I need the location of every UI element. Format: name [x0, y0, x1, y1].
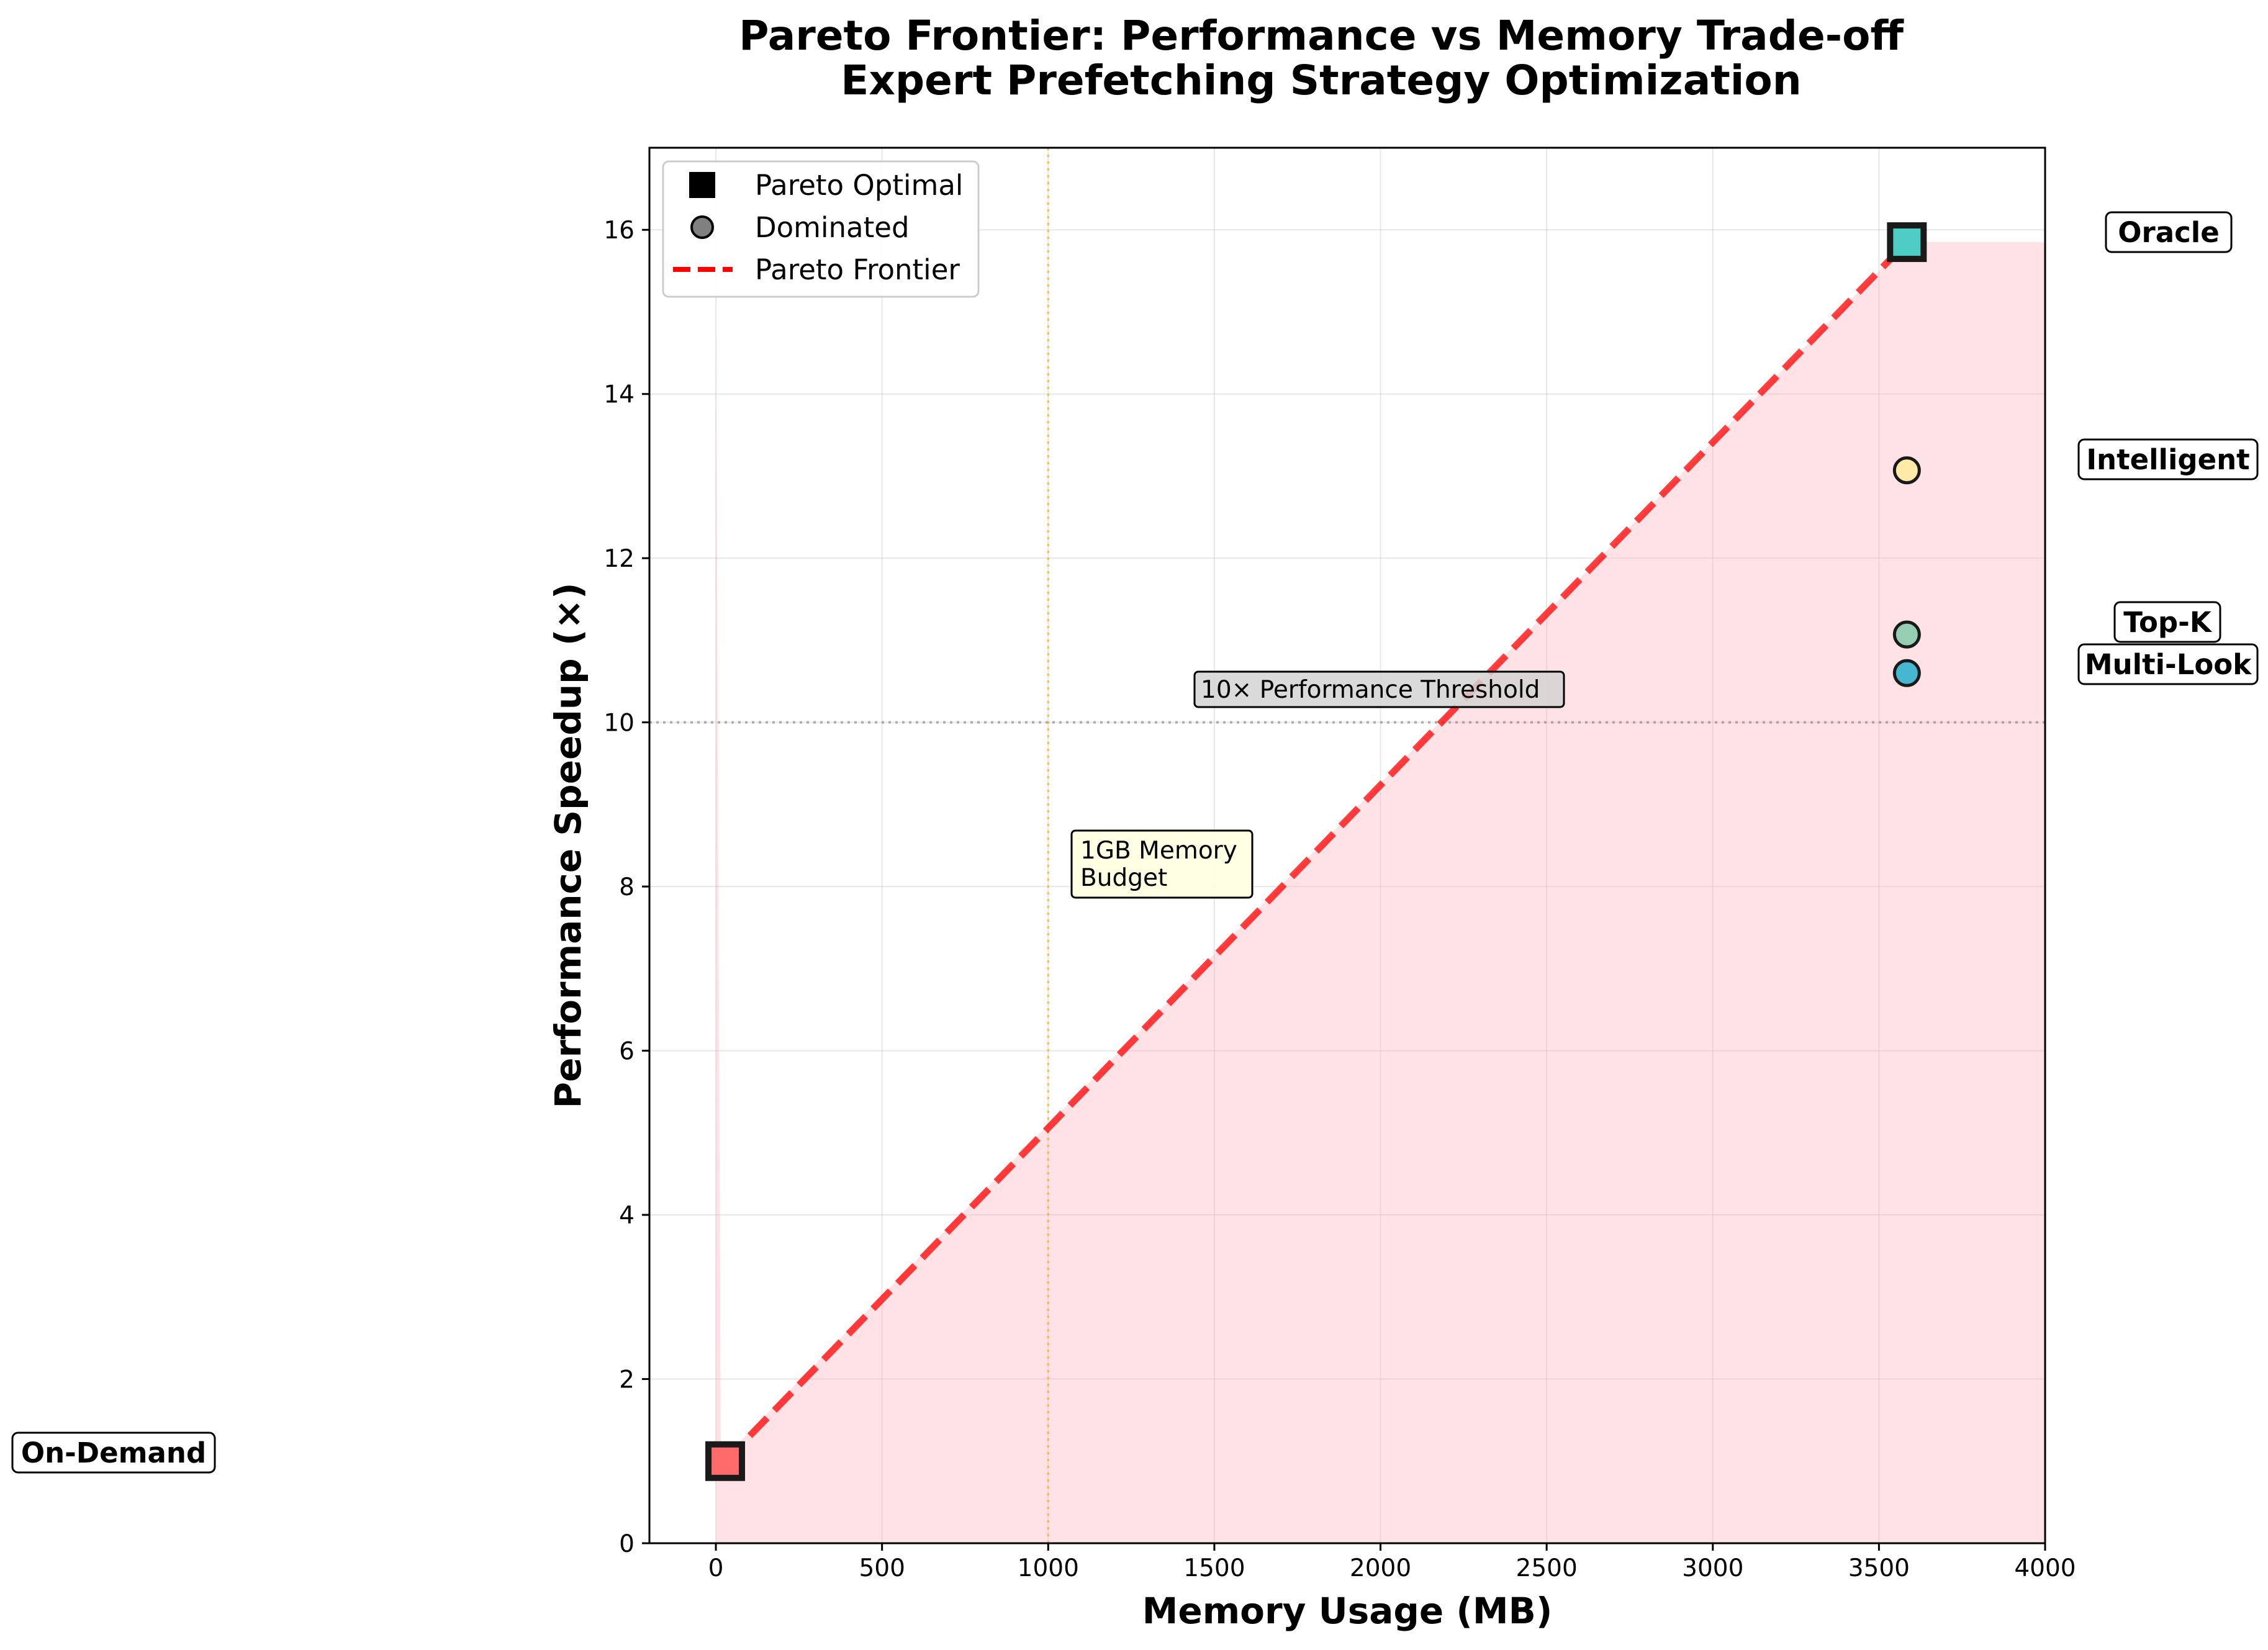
x-tick-label: 3500 — [1848, 1554, 1910, 1582]
x-tick-label: 4000 — [2014, 1554, 2076, 1582]
budget-label-box — [1070, 829, 1254, 899]
threshold-label-box — [1193, 670, 1565, 708]
frontier-fill-area — [716, 242, 2045, 1544]
y-tick-label: 12 — [603, 545, 635, 573]
y-tick-label: 6 — [619, 1038, 635, 1066]
x-tick-label: 2500 — [1516, 1554, 1578, 1582]
y-tick-label: 8 — [619, 873, 635, 901]
x-tick-label: 1500 — [1183, 1554, 1245, 1582]
threshold-label: 10× Performance Threshold — [1201, 676, 1540, 704]
data-points — [705, 222, 1927, 1481]
y-tick-label: 2 — [619, 1366, 635, 1394]
point-multi-look — [1892, 659, 1921, 687]
point-on-demand — [705, 1441, 746, 1481]
x-axis-ticks: 0 500 1000 1500 2000 2500 3000 3500 4000 — [708, 1543, 2076, 1582]
y-tick-label: 10 — [603, 710, 635, 737]
point-label-box — [2077, 643, 2259, 685]
y-tick-label: 14 — [603, 381, 635, 409]
point-intelligent — [1892, 456, 1921, 485]
point-label-box — [2105, 211, 2233, 253]
point-label: Multi-Look — [2085, 648, 2252, 681]
chart-title: Pareto Frontier: Performance vs Memory T… — [739, 12, 1904, 60]
y-tick-label: 16 — [603, 217, 635, 245]
point-label: Oracle — [2118, 216, 2219, 249]
point-label: Top-K — [2123, 606, 2213, 639]
legend: Pareto Optimal Dominated Pareto Frontier — [662, 160, 980, 298]
y-tick-label: 4 — [619, 1202, 635, 1230]
frontier-fill — [716, 242, 2045, 1544]
y-tick-label: 0 — [619, 1530, 635, 1558]
plot-frame — [648, 147, 2046, 1544]
point-label-box — [2113, 601, 2221, 643]
legend-square-icon — [689, 172, 715, 198]
legend-frame — [662, 160, 980, 298]
point-labels: On-Demand Oracle Intelligent Top-K Multi-Loo… — [11, 211, 2259, 1474]
legend-circle-icon — [690, 215, 714, 239]
legend-entry-label: Pareto Frontier — [755, 253, 960, 286]
y-axis-ticks: 0 2 4 6 8 10 12 14 16 — [603, 217, 649, 1558]
x-tick-label: 3000 — [1682, 1554, 1743, 1582]
point-oracle — [1887, 222, 1927, 263]
legend-entry-label: Dominated — [755, 211, 910, 244]
x-tick-label: 500 — [859, 1554, 905, 1582]
x-axis-label: Memory Usage (MB) — [1142, 1590, 1553, 1632]
annotations: 10× Performance Threshold 1GB MemoryBudge… — [1070, 670, 1565, 899]
budget-label-line1: 1GB Memory — [1080, 837, 1237, 865]
point-label: Intelligent — [2086, 443, 2249, 476]
point-top-k — [1892, 620, 1921, 649]
reference-lines — [649, 148, 2045, 1543]
legend-entry-label: Pareto Optimal — [755, 169, 963, 202]
x-tick-label: 1000 — [1018, 1554, 1079, 1582]
point-label-box — [2077, 438, 2259, 480]
budget-label-line2: Budget — [1080, 864, 1167, 892]
x-tick-label: 2000 — [1350, 1554, 1411, 1582]
chart-subtitle: Expert Prefetching Strategy Optimization — [841, 56, 1802, 104]
point-label-box — [11, 1431, 216, 1474]
point-label: On-Demand — [21, 1436, 206, 1469]
y-axis-label: Performance Speedup (×) — [547, 582, 589, 1108]
x-tick-label: 0 — [708, 1554, 724, 1582]
